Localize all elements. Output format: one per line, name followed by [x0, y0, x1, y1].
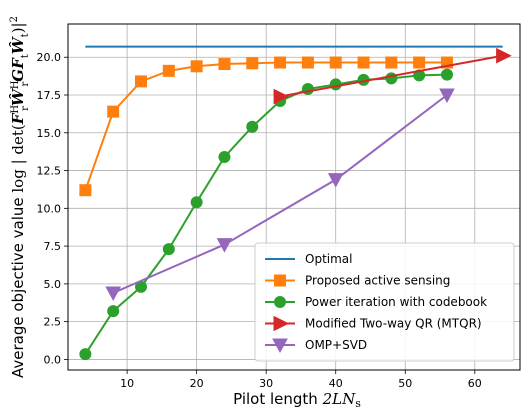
y-tick-label: 7.5 — [44, 240, 62, 253]
legend-label: Power iteration with codebook — [305, 295, 487, 309]
data-point — [273, 88, 290, 105]
x-tick-label: 10 — [120, 377, 134, 390]
data-point — [385, 56, 398, 69]
data-point — [301, 56, 314, 69]
data-point — [439, 88, 455, 104]
data-point — [413, 56, 426, 69]
y-axis-label: Average objective value log | det(FHrŴHr… — [9, 16, 31, 378]
series-line — [279, 54, 503, 98]
ticks: 10 20 30 40 50 60 0.0 2.5 5.0 7.5 10.0 12.5 15.0 17.5… — [37, 51, 482, 390]
x-axis-label: Pilot length 2LNs — [233, 390, 361, 410]
series-1 — [79, 56, 453, 197]
legend-item: Modified Two-way QR (MTQR) — [265, 315, 482, 332]
legend-item: Proposed active sensing — [265, 274, 450, 288]
legend-marker — [274, 274, 286, 287]
data-point — [135, 75, 148, 88]
legend-item: OMP+SVD — [265, 338, 367, 354]
y-tick-label: 5.0 — [44, 278, 62, 291]
data-point — [246, 57, 259, 70]
data-point — [162, 64, 175, 77]
data-point — [246, 120, 259, 133]
y-tick-label: 15.0 — [37, 127, 62, 140]
data-point — [413, 69, 426, 82]
data-point — [496, 47, 512, 64]
legend-item: Power iteration with codebook — [265, 295, 487, 309]
y-tick-label: 10.0 — [37, 202, 62, 215]
legend-marker — [273, 315, 290, 332]
series-4 — [105, 88, 455, 301]
series-3 — [273, 47, 512, 105]
legend-box — [254, 242, 515, 362]
legend-marker — [274, 296, 286, 308]
data-point — [329, 56, 342, 69]
data-point — [162, 243, 175, 256]
data-point — [327, 173, 344, 188]
y-tick-label: 2.5 — [44, 316, 62, 329]
y-tick-label: 0.0 — [44, 353, 62, 366]
data-point — [79, 184, 92, 197]
series-layer — [79, 45, 512, 361]
legend-label: Modified Two-way QR (MTQR) — [305, 317, 482, 331]
y-tick-label: 17.5 — [37, 89, 62, 102]
data-point — [329, 78, 342, 91]
y-tick-label: 12.5 — [37, 165, 62, 178]
x-tick-label: 20 — [190, 377, 204, 390]
data-point — [440, 56, 453, 69]
legend-label: OMP+SVD — [305, 338, 367, 352]
data-point — [190, 60, 203, 73]
data-point — [218, 58, 231, 71]
x-tick-label: 50 — [398, 377, 412, 390]
data-point — [357, 56, 370, 69]
data-point — [107, 305, 120, 318]
y-tick-label: 20.0 — [37, 51, 62, 64]
x-tick-label: 40 — [329, 377, 343, 390]
series-line — [112, 94, 448, 294]
legend-marker — [272, 338, 288, 354]
data-point — [105, 286, 122, 301]
x-tick-label: 30 — [259, 377, 273, 390]
legend-label: Proposed active sensing — [305, 274, 450, 288]
plot-frame — [67, 23, 521, 371]
legend: Optimal Proposed active sensing Power iter… — [254, 242, 515, 362]
legend-item: Optimal — [265, 252, 352, 266]
data-point — [107, 105, 120, 118]
data-point — [440, 68, 453, 81]
data-point — [190, 196, 203, 209]
legend-label: Optimal — [305, 252, 352, 266]
data-point — [216, 238, 233, 253]
data-point — [218, 150, 231, 163]
data-point — [79, 348, 92, 361]
data-point — [274, 56, 287, 69]
x-tick-label: 60 — [468, 377, 482, 390]
